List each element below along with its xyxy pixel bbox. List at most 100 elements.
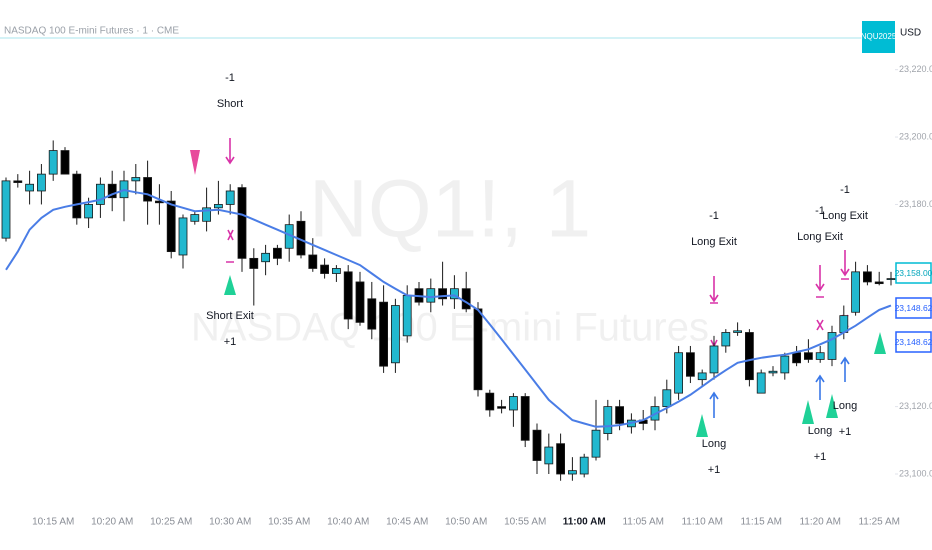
candle-body: [804, 352, 813, 360]
arrow-down: [840, 250, 850, 277]
header-title: NASDAQ 100 E-mini Futures · 1 · CME: [4, 26, 179, 37]
candle-body: [449, 288, 459, 300]
candle-body: [48, 150, 58, 175]
candle-body: [96, 183, 105, 205]
candle-body: [249, 257, 259, 269]
candle-body: [261, 252, 271, 263]
symbol-badge-bg[interactable]: [862, 21, 895, 53]
x-tick-label: 11:15 AM: [740, 517, 782, 528]
price-label-box: [895, 331, 932, 353]
signal-markers: [190, 138, 886, 437]
x-tick-label: 10:50 AM: [445, 517, 487, 528]
candle-body: [863, 271, 872, 283]
x-tick-label: 11:05 AM: [622, 517, 664, 528]
candle-body: [815, 352, 825, 360]
signal-label: Long Exit: [822, 210, 868, 222]
signal-label: -1: [815, 205, 825, 217]
y-tick-label: 23,220.00: [899, 64, 932, 74]
signal-label: Long: [808, 425, 832, 437]
candle-body: [745, 332, 754, 381]
price-label: 23,148.62: [895, 337, 932, 347]
candle-body: [579, 456, 589, 475]
candle-body: [131, 177, 141, 182]
x-tick-label: 10:35 AM: [268, 517, 310, 528]
signal-label: +1: [814, 451, 827, 463]
arrow-up: [709, 391, 719, 418]
candle-body: [532, 429, 542, 461]
candle-body: [497, 406, 507, 409]
candle-body: [697, 372, 707, 381]
candle-body: [390, 305, 400, 364]
candle-body: [615, 406, 624, 424]
price-label-box: [895, 297, 932, 319]
candle-body: [213, 204, 223, 209]
long-triangle: [696, 414, 708, 437]
price-label: 23,158.00: [895, 268, 932, 278]
price-label: 23,148.62: [895, 303, 932, 313]
candle-body: [60, 150, 70, 175]
signal-label: +1: [839, 426, 852, 438]
candle-body: [1, 180, 11, 239]
candle-body: [461, 288, 471, 310]
candle-body: [166, 200, 176, 253]
price-label-box: [895, 262, 932, 284]
candle-body: [426, 288, 436, 303]
x-tick-label: 10:30 AM: [209, 517, 251, 528]
candle-body: [343, 271, 353, 320]
candle-body: [733, 330, 742, 333]
candle-body: [520, 396, 530, 441]
currency[interactable]: USD: [900, 28, 921, 39]
watermark-description: NASDAQ 100 E-mini Futures: [191, 306, 709, 350]
candle-body: [237, 187, 247, 259]
x-tick-label: 10:20 AM: [91, 517, 133, 528]
long-triangle: [224, 275, 236, 295]
candle-body: [792, 352, 801, 364]
candle-body: [202, 207, 212, 222]
signal-label: Short Exit: [206, 310, 254, 322]
candle-body: [851, 271, 860, 313]
x-tick-label: 10:40 AM: [327, 517, 369, 528]
long-triangle: [826, 394, 838, 418]
candle-body: [768, 370, 778, 374]
candle-body: [225, 190, 235, 205]
candle-body: [544, 446, 554, 465]
x-tick-label: 11:20 AM: [799, 517, 841, 528]
y-tick-label: 23,200.00: [899, 131, 932, 141]
arrow-up: [815, 374, 825, 400]
x-tick-label: 10:55 AM: [504, 517, 546, 528]
candle-body: [308, 254, 318, 269]
candle-body: [568, 470, 577, 475]
ma-line: [5, 188, 892, 428]
candle-body: [473, 308, 483, 391]
signal-label: Long: [833, 400, 857, 412]
short-triangle: [190, 150, 200, 175]
signal-label: -1: [840, 184, 850, 196]
candle-body: [485, 392, 495, 411]
candle-body: [721, 332, 731, 347]
symbol-badge[interactable]: NQU2025: [861, 32, 897, 41]
candle-body: [107, 183, 117, 199]
candle-body: [178, 217, 188, 256]
x-tick-label: 11:10 AM: [681, 517, 723, 528]
candle-body: [72, 173, 82, 219]
signal-label: -1: [225, 72, 235, 84]
candle-body: [13, 180, 23, 183]
candle-body: [190, 214, 200, 222]
y-tick-label: 23,180.00: [899, 199, 932, 209]
candle-body: [508, 396, 518, 411]
arrow-down: [225, 138, 235, 165]
x-tick-label: 11:00 AM: [563, 517, 606, 528]
candle-body: [84, 204, 93, 219]
signal-label: Long Exit: [691, 236, 737, 248]
candle-body: [331, 268, 341, 274]
candle-body: [272, 247, 282, 259]
x-tick-label: 10:45 AM: [386, 517, 428, 528]
y-tick-label: 23,100.00: [899, 468, 932, 478]
candle-body: [886, 278, 896, 280]
candle-body: [355, 281, 365, 323]
exit-dash: [226, 261, 849, 304]
candle-body: [603, 406, 613, 434]
candle-body: [556, 443, 565, 475]
candle-body: [674, 352, 683, 394]
